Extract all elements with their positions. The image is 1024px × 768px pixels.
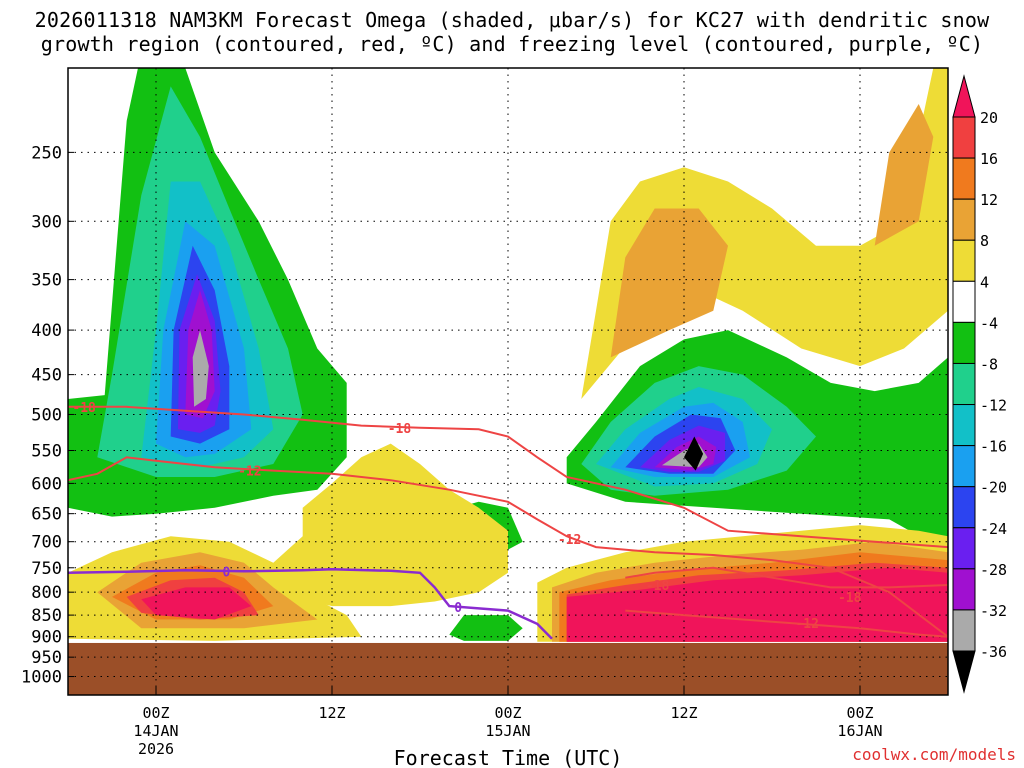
omega-shading [68, 68, 948, 642]
y-tick-label: 900 [31, 628, 62, 648]
colorbar-segment [952, 445, 976, 488]
x-tick-date: 15JAN [485, 722, 530, 740]
x-tick-label: 12Z [318, 704, 345, 722]
colorbar-segment [952, 321, 976, 364]
omega-colorbar: 20 16 12 8 4 -4 -8 -12 -16 -20 -24 -28 -32 -36 [952, 74, 1007, 694]
colorbar-bottom-arrow [952, 650, 976, 694]
contour-label: 0 [222, 565, 230, 580]
colorbar-label: -32 [980, 602, 1007, 620]
colorbar-segment [952, 362, 976, 406]
site-credit: coolwx.com/models [852, 745, 1016, 764]
omega-region-32 [141, 587, 252, 620]
colorbar-label: -8 [980, 355, 998, 373]
colorbar-segment [952, 404, 976, 447]
colorbar-segment [952, 527, 976, 570]
plot-area: -18 -18 -12 -12 -18 -18 -12 0 0 [68, 68, 948, 695]
y-tick-label: 750 [31, 559, 62, 579]
colorbar-label: -12 [980, 397, 1007, 415]
colorbar-label: -36 [980, 643, 1007, 661]
colorbar-label: -24 [980, 520, 1007, 538]
contours: -18 -18 -12 -12 -18 -18 -12 0 0 [68, 401, 948, 640]
colorbar-label: 4 [980, 273, 989, 291]
x-tick-date: 16JAN [837, 722, 882, 740]
dgz-contour-3 [625, 609, 948, 638]
y-tick-label: 850 [31, 606, 62, 626]
x-tick-date: 14JAN [133, 722, 178, 740]
x-tick-year: 2026 [138, 740, 174, 758]
x-axis-label: Forecast Time (UTC) [394, 746, 623, 768]
omega-region-19 [449, 615, 523, 641]
colorbar-segment [952, 280, 976, 323]
omega-region-27 [874, 104, 934, 246]
colorbar-label: -20 [980, 479, 1007, 497]
y-tick-label: 1000 [21, 668, 62, 688]
omega-region-16 [684, 436, 704, 471]
omega-region-21 [581, 68, 948, 399]
y-tick-label: 500 [31, 405, 62, 425]
y-tick-label: 700 [31, 533, 62, 553]
y-tick-label: 950 [31, 648, 62, 668]
y-tick-label: 250 [31, 143, 62, 163]
y-tick-label: 600 [31, 474, 62, 494]
omega-region-7 [192, 330, 209, 407]
colorbar-label: 12 [980, 191, 998, 209]
x-tick-label: 12Z [670, 704, 697, 722]
colorbar-segment [952, 568, 976, 611]
x-tick-label: 00Z [494, 704, 521, 722]
colorbar-label: 16 [980, 150, 998, 168]
colorbar-segment [952, 116, 976, 159]
colorbar-label: -16 [980, 438, 1007, 456]
omega-region-33 [566, 567, 948, 642]
colorbar-top-arrow [952, 74, 976, 118]
colorbar-segment [952, 198, 976, 241]
colorbar-segment [952, 486, 976, 529]
y-tick-label: 450 [31, 366, 62, 386]
contour-label: -18 [72, 401, 96, 416]
contour-label: 0 [454, 601, 462, 616]
chart-title-line-2: growth region (contoured, red, ºC) and f… [40, 32, 984, 56]
contour-label: -12 [795, 617, 818, 632]
y-tick-label: 400 [31, 321, 62, 341]
gridlines [68, 68, 948, 695]
y-tick-label: 650 [31, 505, 62, 525]
colorbar-segment [952, 157, 976, 200]
contour-label: -12 [558, 533, 581, 548]
colorbar-label: -28 [980, 561, 1007, 579]
colorbar-label: 8 [980, 232, 989, 250]
contour-label: -18 [646, 579, 670, 594]
x-tick-label: 00Z [846, 704, 873, 722]
colorbar-label: 20 [980, 109, 998, 127]
freezing-level-contour [68, 568, 553, 640]
dgz-contour-1 [68, 456, 948, 638]
y-tick-label: 350 [31, 271, 62, 291]
y-axis: 2503003504004505005506006507007508008509… [21, 143, 74, 688]
contour-label: -18 [838, 591, 862, 606]
y-tick-label: 550 [31, 442, 62, 462]
colorbar-segment [952, 239, 976, 282]
dgz-contour-2 [625, 566, 948, 589]
dgz-contour-0 [68, 405, 948, 549]
omega-region-26 [610, 208, 728, 358]
chart-title-line-1: 2026011318 NAM3KM Forecast Omega (shaded… [34, 8, 990, 32]
colorbar-segment [952, 609, 976, 652]
x-tick-label: 00Z [142, 704, 169, 722]
y-tick-label: 300 [31, 212, 62, 232]
contour-label: -18 [388, 422, 412, 437]
contour-label: -12 [238, 465, 261, 480]
y-tick-label: 800 [31, 583, 62, 603]
colorbar-label: -4 [980, 314, 998, 332]
